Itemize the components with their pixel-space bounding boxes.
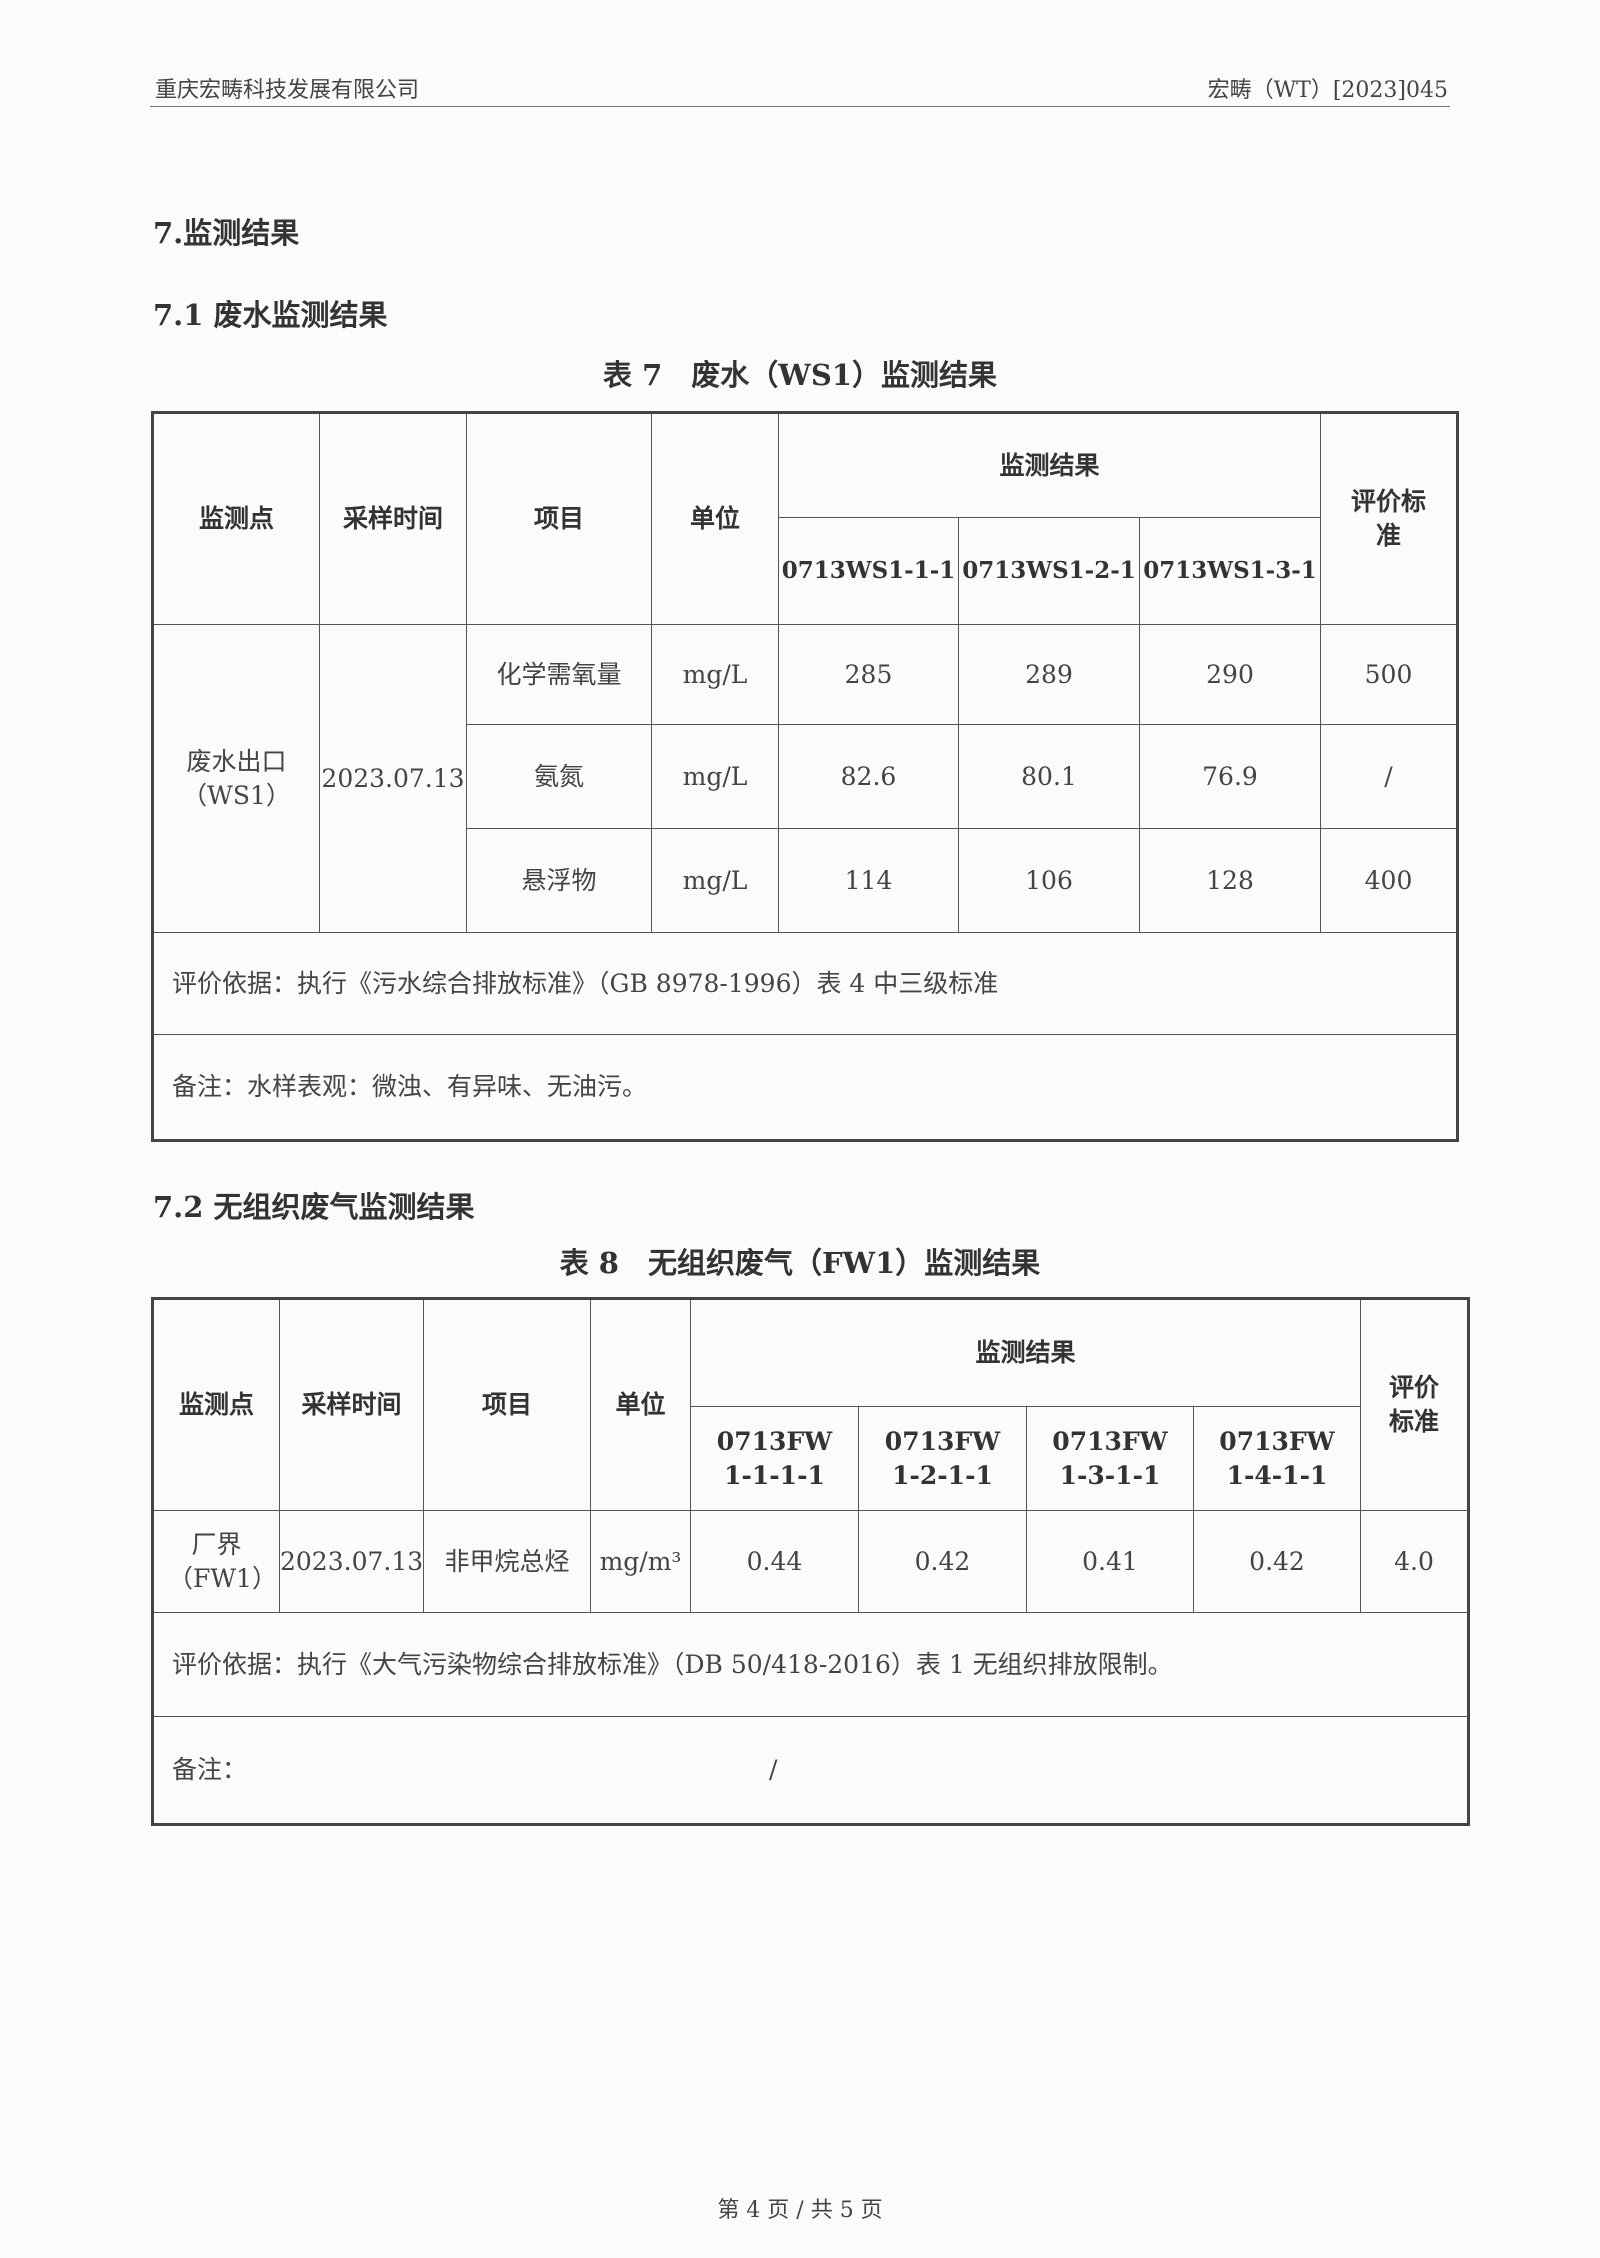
item: 化学需氧量 [466, 624, 652, 725]
item: 悬浮物 [466, 828, 652, 933]
sampling-time: 2023.07.13 [319, 624, 467, 933]
header-results: 监测结果 [778, 412, 1321, 518]
fugitive-gas-table: 监测点 采样时间 项目 单位 监测结果 评价标准 0713FW1-1-1-1 0… [151, 1297, 1471, 1826]
standard: 400 [1320, 828, 1458, 933]
sample-id: 0713FW1-4-1-1 [1192, 1406, 1362, 1511]
header-standard: 评价标准 [1320, 412, 1458, 625]
remark: 备注：水样表观：微浊、有异味、无油污。 [152, 1034, 1458, 1141]
value: 289 [958, 624, 1140, 725]
sample-id: 0713FW1-2-1-1 [858, 1406, 1027, 1511]
sample-id: 0713FW1-3-1-1 [1026, 1406, 1194, 1511]
unit: mg/m³ [590, 1510, 691, 1613]
header-unit: 单位 [651, 412, 779, 625]
header-item: 项目 [423, 1298, 591, 1511]
item: 氨氮 [466, 724, 652, 829]
header-results: 监测结果 [689, 1298, 1362, 1407]
item: 非甲烷总烃 [423, 1510, 591, 1613]
sample-id: 0713WS1-1-1 [778, 517, 959, 625]
value: 128 [1139, 828, 1321, 933]
header-time: 采样时间 [279, 1298, 424, 1511]
value: 290 [1139, 624, 1321, 725]
remark: 备注： / [151, 1716, 1470, 1825]
value: 106 [958, 828, 1140, 933]
table-row: 废水出口（WS1） 2023.07.13 化学需氧量 mg/L 285 289 … [152, 624, 1458, 933]
unit: mg/L [651, 624, 779, 725]
remark-value: / [769, 1755, 778, 1785]
table-row: 厂界（FW1） 2023.07.13 非甲烷总烃 mg/m³ 0.44 0.42… [152, 1510, 1470, 1613]
value: 80.1 [958, 724, 1140, 829]
value: 0.41 [1026, 1510, 1194, 1613]
table8-caption: 表 8 无组织废气（FW1）监测结果 [559, 1246, 1041, 1280]
header-item: 项目 [466, 412, 652, 625]
header-point: 监测点 [152, 1298, 280, 1511]
standard: 500 [1320, 624, 1458, 725]
value: 114 [778, 828, 959, 933]
page-number: 第 4 页 / 共 5 页 [717, 2198, 883, 2223]
sample-id: 0713WS1-2-1 [958, 517, 1140, 625]
report-number: 宏畴（WT）[2023]045 [1207, 78, 1448, 103]
table7-caption: 表 7 废水（WS1）监测结果 [603, 358, 997, 392]
remark-label: 备注： [172, 1755, 248, 1785]
sample-id: 0713FW1-1-1-1 [690, 1406, 859, 1511]
fugitive-subtitle: 7.2 无组织废气监测结果 [153, 1190, 475, 1224]
company-name: 重庆宏畴科技发展有限公司 [155, 78, 420, 103]
section-title: 7.监测结果 [153, 216, 300, 250]
value: 285 [778, 624, 959, 725]
unit: mg/L [651, 828, 779, 933]
value: 0.42 [1192, 1510, 1362, 1613]
sampling-time: 2023.07.13 [279, 1510, 424, 1613]
unit: mg/L [651, 724, 779, 829]
wastewater-table: 监测点 采样时间 项目 单位 监测结果 评价标准 0713WS1-1-1 071… [151, 411, 1459, 1142]
sample-id: 0713WS1-3-1 [1139, 517, 1321, 625]
value: 76.9 [1139, 724, 1321, 829]
value: 0.44 [690, 1510, 859, 1613]
evaluation-basis: 评价依据：执行《污水综合排放标准》（GB 8978-1996）表 4 中三级标准 [152, 932, 1458, 1035]
standard: / [1320, 724, 1458, 829]
header-time: 采样时间 [319, 412, 467, 625]
table-row: 悬浮物 mg/L 114 106 128 400 [153, 828, 1458, 933]
header-unit: 单位 [590, 1298, 691, 1511]
header-point: 监测点 [152, 412, 320, 625]
wastewater-subtitle: 7.1 废水监测结果 [153, 298, 388, 332]
value: 0.42 [858, 1510, 1027, 1613]
value: 82.6 [778, 724, 959, 829]
monitoring-point: 废水出口（WS1） [152, 624, 320, 933]
monitoring-point: 厂界（FW1） [152, 1510, 280, 1613]
header-standard: 评价标准 [1360, 1298, 1470, 1511]
evaluation-basis: 评价依据：执行《大气污染物综合排放标准》（DB 50/418-2016）表 1 … [151, 1612, 1470, 1717]
header-divider [150, 106, 1450, 107]
standard: 4.0 [1360, 1510, 1470, 1613]
